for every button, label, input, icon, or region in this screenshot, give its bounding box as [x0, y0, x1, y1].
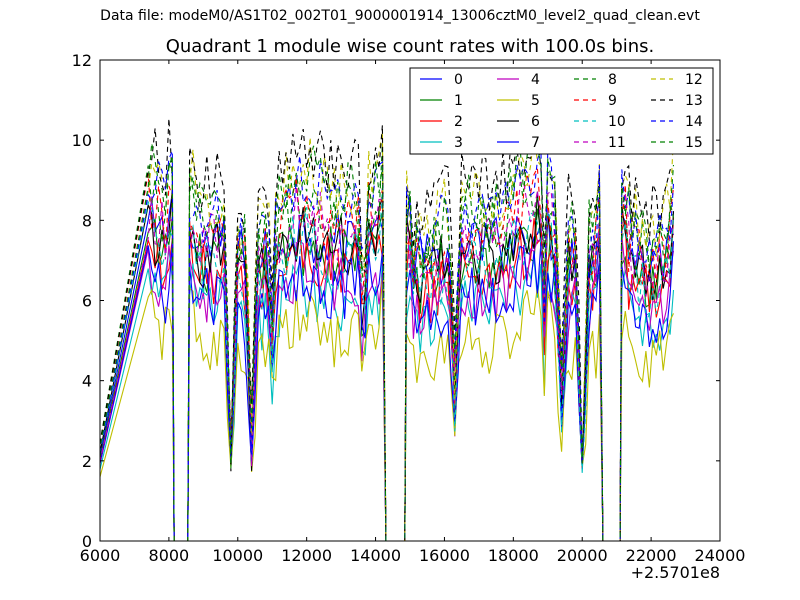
- legend-label-6: 6: [531, 114, 540, 130]
- x-tick-label: 10000: [212, 546, 263, 565]
- legend-label-8: 8: [608, 72, 617, 88]
- legend-label-2: 2: [454, 114, 463, 130]
- x-tick-label: 22000: [626, 546, 677, 565]
- y-tick-label: 10: [72, 131, 92, 150]
- x-tick-label: 12000: [281, 546, 332, 565]
- x-offset-label: +2.5701e8: [631, 563, 720, 582]
- x-tick-label: 20000: [557, 546, 608, 565]
- series-layer: [100, 118, 675, 541]
- legend-label-0: 0: [454, 72, 463, 88]
- figure-header: Data file: modeM0/AS1T02_002T01_90000019…: [100, 8, 700, 24]
- legend-label-4: 4: [531, 72, 540, 88]
- legend-label-12: 12: [685, 72, 703, 88]
- y-tick-label: 4: [82, 372, 92, 391]
- x-tick-label: 18000: [488, 546, 539, 565]
- series-line-7: [100, 241, 675, 541]
- series-line-9: [100, 166, 675, 541]
- legend-label-15: 15: [685, 135, 703, 151]
- x-tick-label: 8000: [149, 546, 190, 565]
- legend-label-5: 5: [531, 93, 540, 109]
- y-tick-label: 0: [82, 532, 92, 551]
- legend-label-1: 1: [454, 93, 463, 109]
- legend-frame: [409, 67, 714, 155]
- x-tick-label: 6000: [80, 546, 121, 565]
- y-tick-label: 8: [82, 211, 92, 230]
- series-line-15: [100, 135, 675, 541]
- legend-label-7: 7: [531, 135, 540, 151]
- y-tick-label: 2: [82, 452, 92, 471]
- x-tick-label: 14000: [350, 546, 401, 565]
- x-tick-label: 16000: [419, 546, 470, 565]
- legend-label-14: 14: [685, 114, 703, 130]
- legend-label-11: 11: [608, 135, 626, 151]
- tick-layer: 6000 8000 10000 12000 14000 16000 18000 20000 22…: [72, 51, 746, 565]
- series-line-10: [100, 187, 675, 541]
- series-line-14: [100, 148, 675, 541]
- y-tick-label: 6: [82, 292, 92, 311]
- legend-label-13: 13: [685, 93, 703, 109]
- x-tick-label: 24000: [695, 546, 746, 565]
- series-line-13: [100, 118, 674, 541]
- chart-title: Quadrant 1 module wise count rates with …: [165, 36, 655, 57]
- legend-label-3: 3: [454, 135, 463, 151]
- legend-label-9: 9: [608, 93, 617, 109]
- legend-label-10: 10: [608, 114, 626, 130]
- y-tick-label: 12: [72, 51, 92, 70]
